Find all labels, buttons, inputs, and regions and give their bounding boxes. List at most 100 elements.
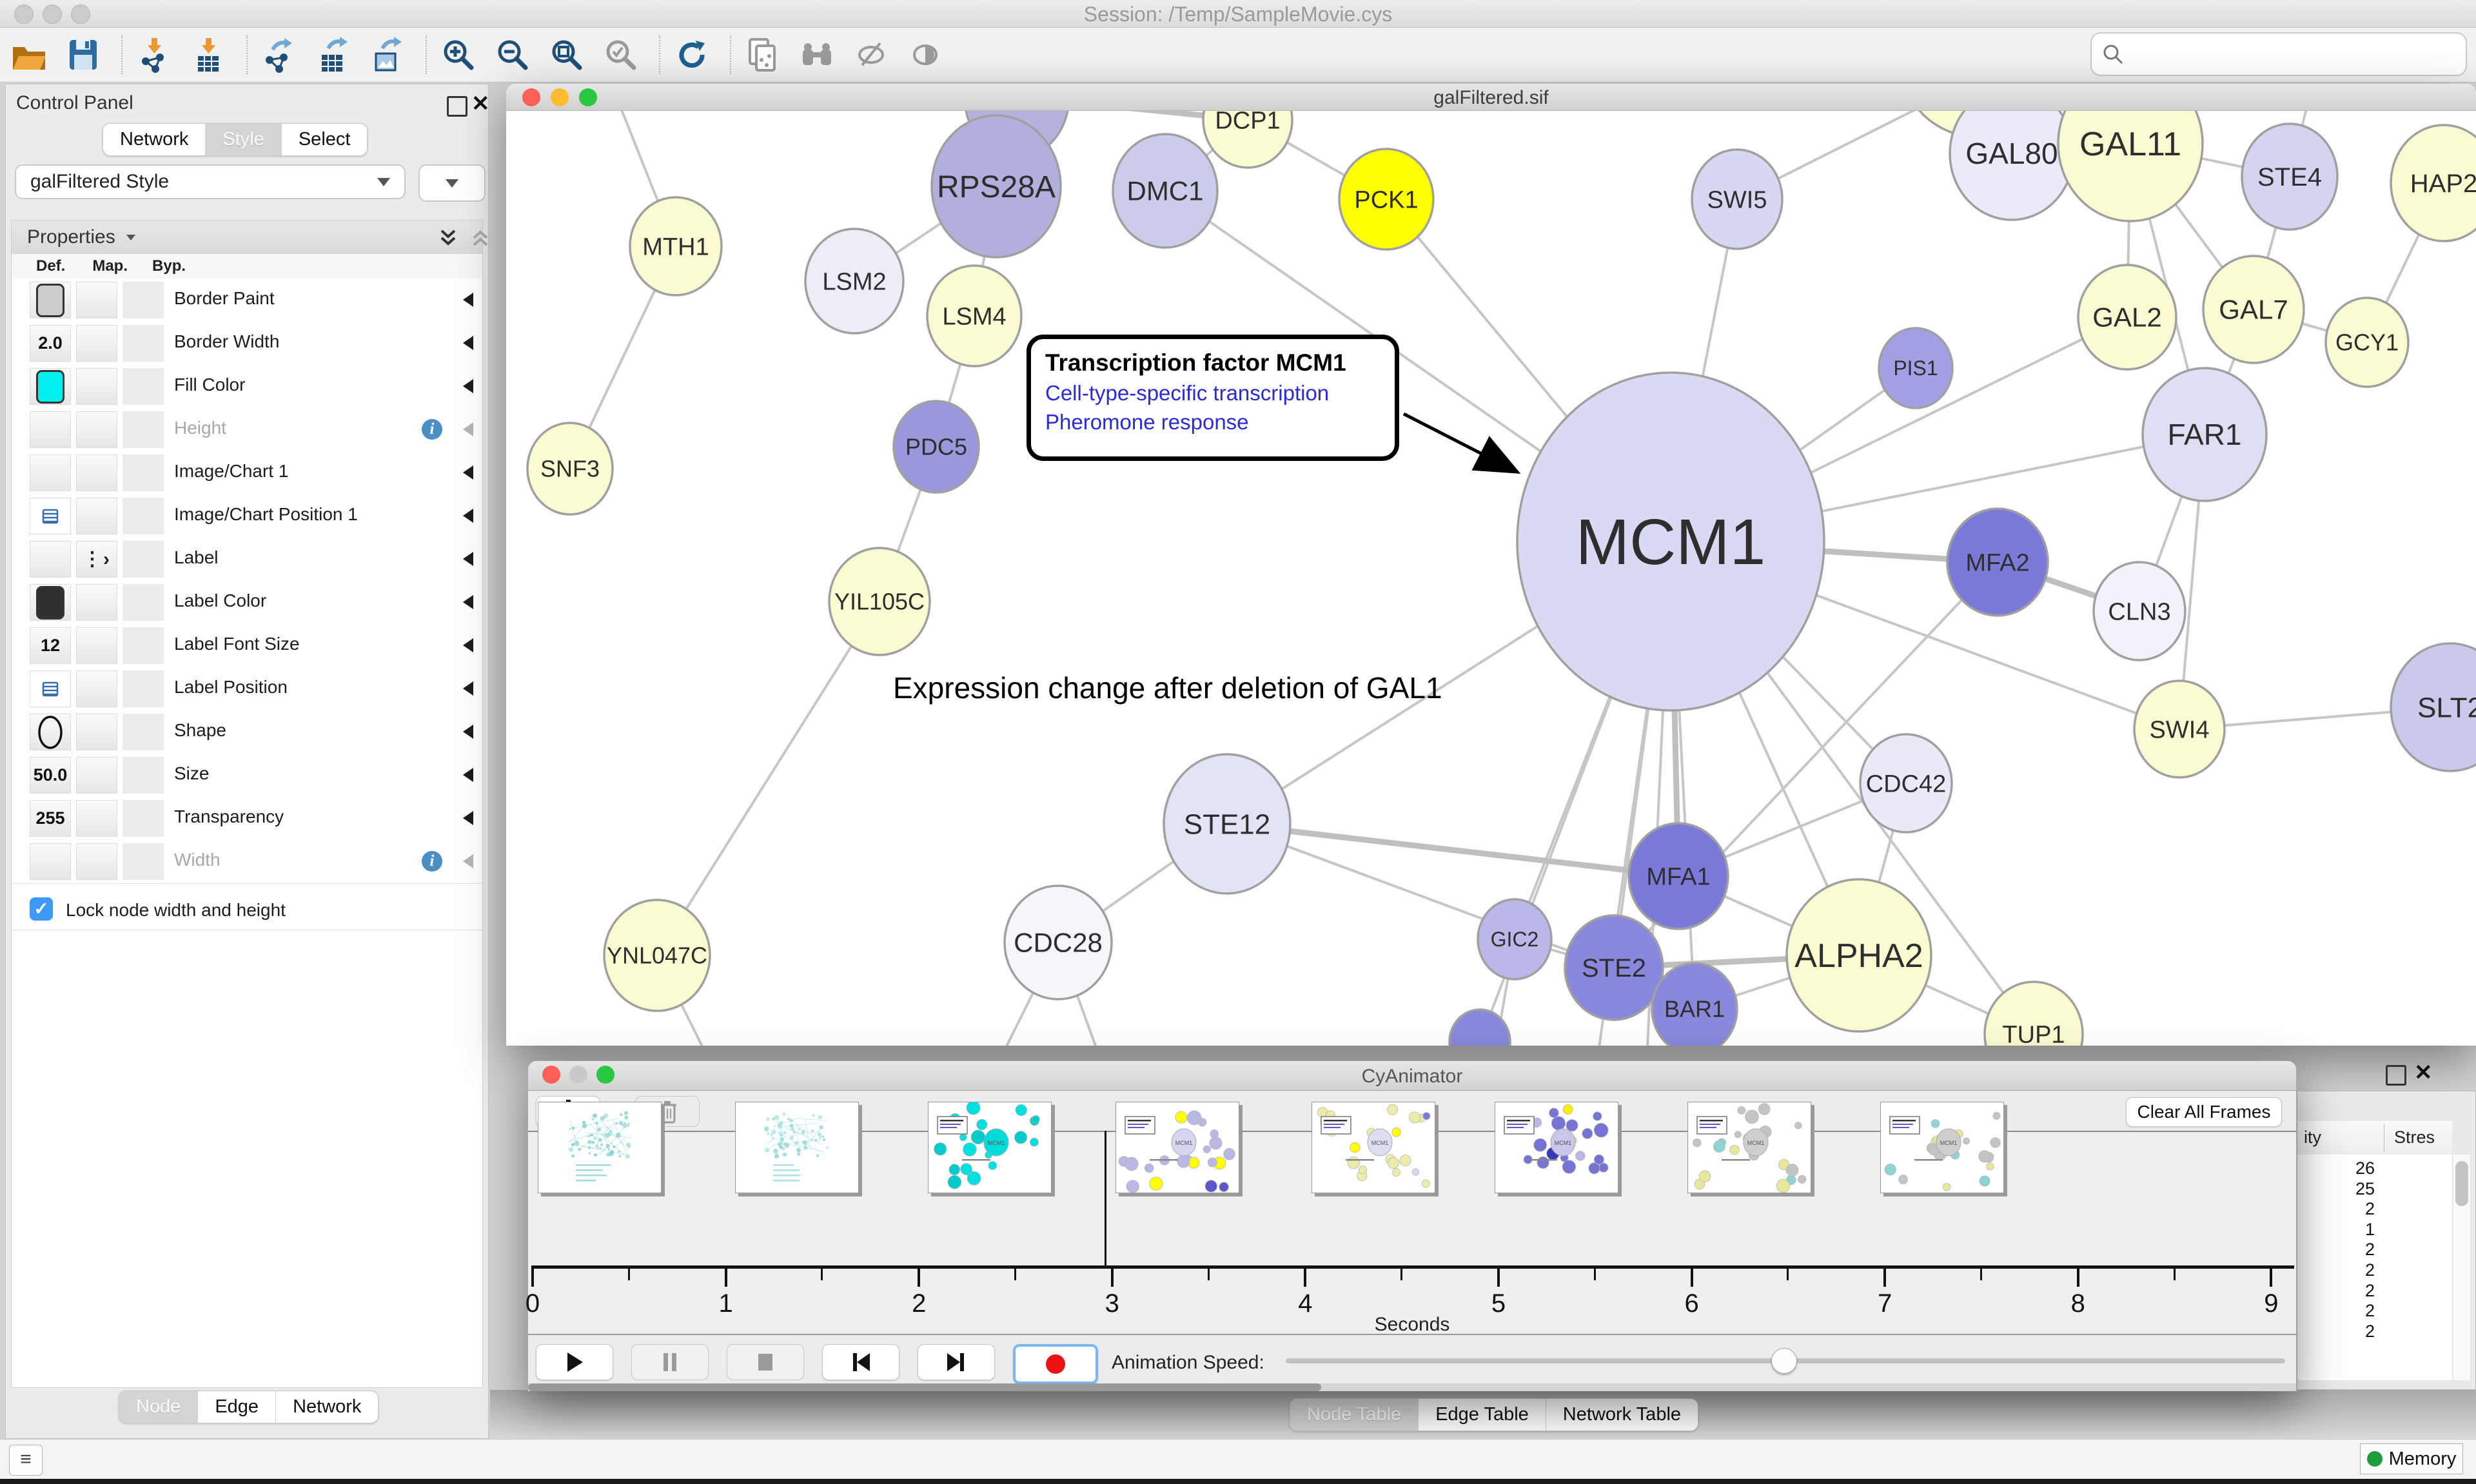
search-input[interactable] <box>2090 32 2467 76</box>
property-row-transparency[interactable]: 255 Transparency <box>12 797 482 841</box>
node-mfa1[interactable]: MFA1 <box>1627 822 1729 930</box>
stop-button[interactable] <box>727 1344 804 1380</box>
node-snf3[interactable]: SNF3 <box>526 422 614 516</box>
mapping-cell[interactable] <box>76 843 117 880</box>
export-image-button[interactable] <box>368 34 408 76</box>
play-button[interactable] <box>536 1344 613 1380</box>
skip-to-start-button[interactable] <box>822 1344 899 1380</box>
zoom-out-button[interactable] <box>493 34 533 76</box>
default-value-cell[interactable] <box>30 368 71 405</box>
node-ste4[interactable]: STE4 <box>2241 122 2339 231</box>
lock-size-checkbox[interactable]: ✓ <box>30 897 53 921</box>
table-row[interactable]: 2 <box>2297 1322 2446 1342</box>
node-gal7[interactable]: GAL7 <box>2202 255 2305 364</box>
mapping-cell[interactable] <box>76 714 117 750</box>
expand-arrow-icon[interactable] <box>463 681 473 696</box>
mapping-cell[interactable] <box>76 498 117 534</box>
tab-node[interactable]: Node <box>119 1391 198 1423</box>
edge[interactable] <box>1226 821 1679 879</box>
node-cdc28[interactable]: CDC28 <box>1003 884 1113 1001</box>
window-zoom-icon[interactable] <box>579 88 597 106</box>
node-pis1[interactable]: PIS1 <box>1878 327 1954 409</box>
mapping-cell[interactable] <box>76 411 117 448</box>
close-table-panel-icon[interactable]: ✕ <box>2414 1060 2433 1085</box>
table-row[interactable]: 2 <box>2297 1240 2446 1260</box>
table-row[interactable]: 2 <box>2297 1260 2446 1280</box>
default-value-cell[interactable]: 2.0 <box>30 325 71 362</box>
frame-thumbnail-1[interactable] <box>538 1102 662 1193</box>
save-session-button[interactable] <box>63 34 103 76</box>
table-column-header[interactable]: ity <box>2304 1128 2321 1147</box>
node-gal2[interactable]: GAL2 <box>2077 264 2177 371</box>
table-row[interactable]: 2 <box>2297 1301 2446 1321</box>
window-zoom-icon[interactable] <box>596 1066 614 1084</box>
default-value-cell[interactable] <box>30 584 71 621</box>
default-value-cell[interactable] <box>30 411 71 448</box>
table-scrollbar[interactable] <box>2453 1155 2470 1380</box>
frame-thumbnail-3[interactable]: MCM1 <box>928 1100 1052 1193</box>
default-value-cell[interactable]: 12 <box>30 627 71 664</box>
node-ste2[interactable]: STE2 <box>1564 914 1664 1021</box>
expand-arrow-icon[interactable] <box>463 768 473 782</box>
property-row-image-chart-position-1[interactable]: Image/Chart Position 1 <box>12 494 482 538</box>
zoom-selected-button[interactable] <box>601 34 641 76</box>
node-sp1[interactable] <box>1448 1008 1511 1046</box>
expand-arrow-icon[interactable] <box>463 552 473 566</box>
bypass-cell[interactable] <box>123 541 164 578</box>
node-pdc5[interactable]: PDC5 <box>892 400 980 494</box>
first-neighbors-button[interactable] <box>797 34 837 76</box>
apply-layout-button[interactable] <box>672 34 712 76</box>
cyanimator-titlebar[interactable]: CyAnimator <box>528 1061 2296 1091</box>
default-value-cell[interactable] <box>30 454 71 491</box>
frame-thumbnail-7[interactable]: MCM1 <box>1687 1102 1811 1193</box>
show-all-button[interactable] <box>905 34 945 76</box>
node-hap2[interactable]: HAP2 <box>2390 124 2476 242</box>
node-cln3[interactable]: CLN3 <box>2092 561 2186 661</box>
node-ste12[interactable]: STE12 <box>1163 753 1292 895</box>
property-row-image-chart-1[interactable]: Image/Chart 1 <box>12 451 482 495</box>
import-table-button[interactable] <box>188 34 228 76</box>
node-far1[interactable]: FAR1 <box>2141 367 2268 502</box>
node-bar1[interactable]: BAR1 <box>1651 962 1738 1046</box>
default-value-cell[interactable]: 50.0 <box>30 757 71 794</box>
bypass-cell[interactable] <box>123 800 164 837</box>
node-gal11[interactable]: GAL11 <box>2057 111 2204 222</box>
tab-edge-table[interactable]: Edge Table <box>1418 1399 1546 1430</box>
mapping-cell[interactable] <box>76 584 117 621</box>
node-swi4[interactable]: SWI4 <box>2133 679 2226 779</box>
expand-arrow-icon[interactable] <box>463 509 473 523</box>
property-row-border-paint[interactable]: Border Paint <box>12 278 482 322</box>
node-lsm2[interactable]: LSM2 <box>804 228 905 335</box>
table-row[interactable]: 2 <box>2297 1281 2446 1301</box>
record-button[interactable] <box>1013 1344 1098 1384</box>
default-value-cell[interactable] <box>30 498 71 534</box>
node-slt2[interactable]: SLT2 <box>2390 642 2476 772</box>
scrollbar-thumb[interactable] <box>528 1383 1321 1391</box>
expand-arrow-icon[interactable] <box>463 379 473 393</box>
scrollbar-thumb[interactable] <box>2455 1161 2468 1206</box>
zoom-fit-button[interactable] <box>547 34 587 76</box>
tab-style[interactable]: Style <box>205 124 281 155</box>
expand-arrow-icon[interactable] <box>463 811 473 825</box>
clear-all-frames-button[interactable]: Clear All Frames <box>2126 1097 2282 1127</box>
export-network-button[interactable] <box>259 34 299 76</box>
tab-node-table[interactable]: Node Table <box>1290 1399 1419 1430</box>
expand-all-icon[interactable] <box>437 227 459 249</box>
style-options-button[interactable] <box>418 164 486 202</box>
property-row-label[interactable]: ⋮› Label <box>12 538 482 581</box>
mapping-cell[interactable] <box>76 282 117 318</box>
info-icon[interactable]: i <box>422 851 442 872</box>
mapping-cell[interactable] <box>76 325 117 362</box>
bypass-cell[interactable] <box>123 454 164 491</box>
default-value-cell[interactable] <box>30 541 71 578</box>
node-lsm4[interactable]: LSM4 <box>926 264 1023 367</box>
collapse-all-icon[interactable] <box>469 227 491 249</box>
default-value-cell[interactable] <box>30 670 71 707</box>
node-gic2[interactable]: GIC2 <box>1477 898 1553 981</box>
float-table-panel-icon[interactable] <box>2386 1065 2406 1086</box>
playhead[interactable] <box>1105 1131 1106 1266</box>
network-window-titlebar[interactable]: galFiltered.sif <box>506 84 2476 111</box>
frame-thumbnail-5[interactable]: MCM1 <box>1312 1102 1435 1193</box>
table-row[interactable]: 1 <box>2297 1220 2446 1240</box>
properties-header[interactable]: Properties <box>12 220 482 254</box>
